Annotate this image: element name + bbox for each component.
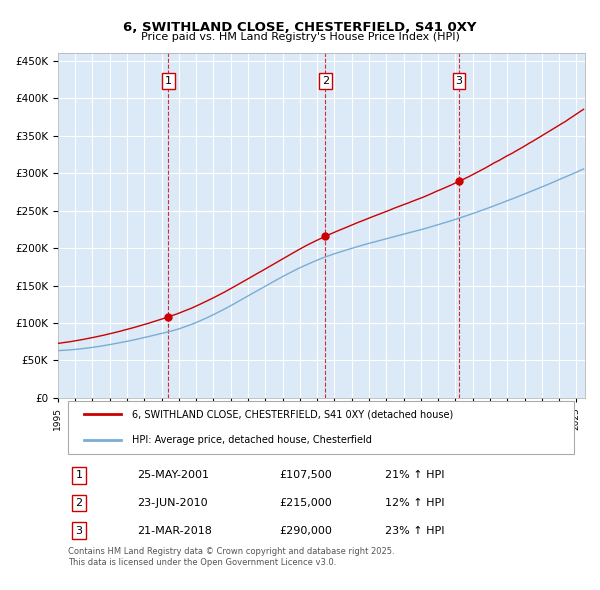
- Text: £290,000: £290,000: [279, 526, 332, 536]
- Text: 2: 2: [322, 76, 329, 86]
- Text: HPI: Average price, detached house, Chesterfield: HPI: Average price, detached house, Ches…: [131, 435, 371, 445]
- Text: 12% ↑ HPI: 12% ↑ HPI: [385, 498, 444, 508]
- Text: 6, SWITHLAND CLOSE, CHESTERFIELD, S41 0XY (detached house): 6, SWITHLAND CLOSE, CHESTERFIELD, S41 0X…: [131, 409, 453, 419]
- Text: Contains HM Land Registry data © Crown copyright and database right 2025.
This d: Contains HM Land Registry data © Crown c…: [68, 548, 395, 567]
- Text: 21-MAR-2018: 21-MAR-2018: [137, 526, 212, 536]
- Text: 3: 3: [455, 76, 463, 86]
- Text: £215,000: £215,000: [279, 498, 332, 508]
- Text: 21% ↑ HPI: 21% ↑ HPI: [385, 470, 444, 480]
- Text: 6, SWITHLAND CLOSE, CHESTERFIELD, S41 0XY: 6, SWITHLAND CLOSE, CHESTERFIELD, S41 0X…: [123, 21, 477, 34]
- Text: 2: 2: [76, 498, 82, 508]
- Text: 23% ↑ HPI: 23% ↑ HPI: [385, 526, 444, 536]
- Text: 25-MAY-2001: 25-MAY-2001: [137, 470, 209, 480]
- Text: Price paid vs. HM Land Registry's House Price Index (HPI): Price paid vs. HM Land Registry's House …: [140, 32, 460, 42]
- Text: £107,500: £107,500: [279, 470, 332, 480]
- Text: 3: 3: [76, 526, 82, 536]
- Text: 23-JUN-2010: 23-JUN-2010: [137, 498, 208, 508]
- Text: 1: 1: [165, 76, 172, 86]
- Text: 1: 1: [76, 470, 82, 480]
- FancyBboxPatch shape: [68, 401, 574, 454]
